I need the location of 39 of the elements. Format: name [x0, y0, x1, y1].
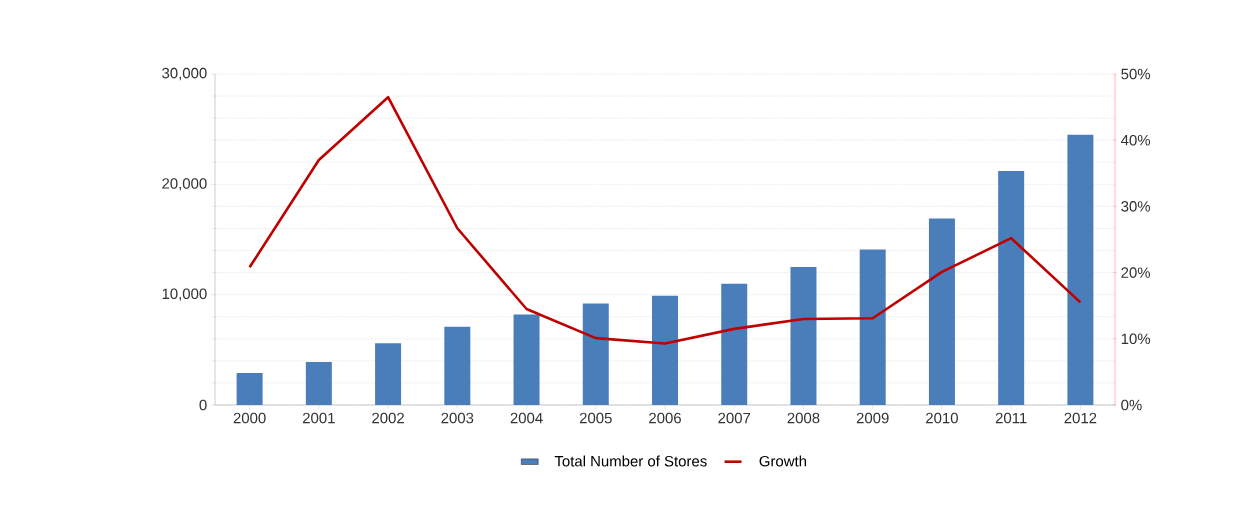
- x-tick-label: 2010: [926, 412, 958, 424]
- bar: [790, 267, 817, 405]
- bar: [1067, 134, 1094, 405]
- x-tick-label: 2006: [649, 412, 681, 424]
- y-tick-label: 0: [199, 399, 207, 411]
- line-series: [248, 95, 1082, 345]
- bar: [375, 343, 402, 405]
- y2-tick-label: 0%: [1121, 399, 1142, 411]
- y-tick-label: 10,000: [162, 288, 207, 301]
- bar: [998, 171, 1025, 405]
- y2-tick-label: 40%: [1121, 134, 1151, 146]
- y2-tick-label: 50%: [1121, 68, 1151, 80]
- x-tick-label: 2007: [718, 412, 751, 424]
- legend-label: Total Number of Stores: [554, 455, 707, 467]
- x-tick-label: 2005: [579, 412, 612, 424]
- x-tick-label: 2000: [233, 412, 266, 424]
- x-tick-label: 2008: [787, 412, 820, 424]
- x-tick-label: 2012: [1064, 412, 1097, 424]
- x-tick-label: 2003: [441, 412, 474, 424]
- x-tick-label: 2009: [856, 412, 889, 424]
- bar: [513, 314, 540, 405]
- bar: [305, 361, 332, 405]
- y2-tick-label: 30%: [1121, 201, 1151, 212]
- x-tick-label: 2011: [995, 412, 1027, 424]
- bar: [582, 303, 609, 405]
- bar: [928, 218, 955, 405]
- bar: [652, 295, 679, 405]
- y-tick-label: 20,000: [162, 178, 207, 191]
- bar: [236, 373, 263, 405]
- legend-label: Growth: [759, 455, 807, 467]
- bar: [721, 283, 748, 405]
- y2-tick-label: 10%: [1121, 333, 1151, 345]
- bar: [444, 326, 471, 405]
- y-tick-label: 30,000: [162, 67, 207, 81]
- x-tick-label: 2004: [510, 412, 543, 424]
- x-tick-label: 2002: [372, 412, 404, 424]
- bar: [859, 249, 886, 405]
- y2-tick-label: 20%: [1121, 267, 1151, 278]
- x-tick-label: 2001: [302, 412, 335, 424]
